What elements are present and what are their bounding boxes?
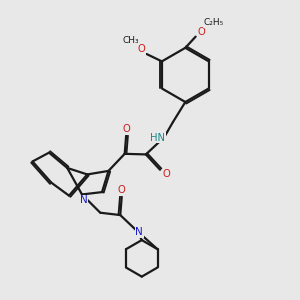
Text: O: O <box>197 27 205 37</box>
Text: CH₃: CH₃ <box>123 36 140 45</box>
Text: O: O <box>137 44 145 54</box>
Text: N: N <box>135 227 143 237</box>
Text: C₂H₅: C₂H₅ <box>204 18 224 27</box>
Text: O: O <box>162 169 170 179</box>
Text: O: O <box>122 124 130 134</box>
Text: HN: HN <box>150 133 165 143</box>
Text: N: N <box>80 195 87 206</box>
Text: O: O <box>118 185 126 195</box>
